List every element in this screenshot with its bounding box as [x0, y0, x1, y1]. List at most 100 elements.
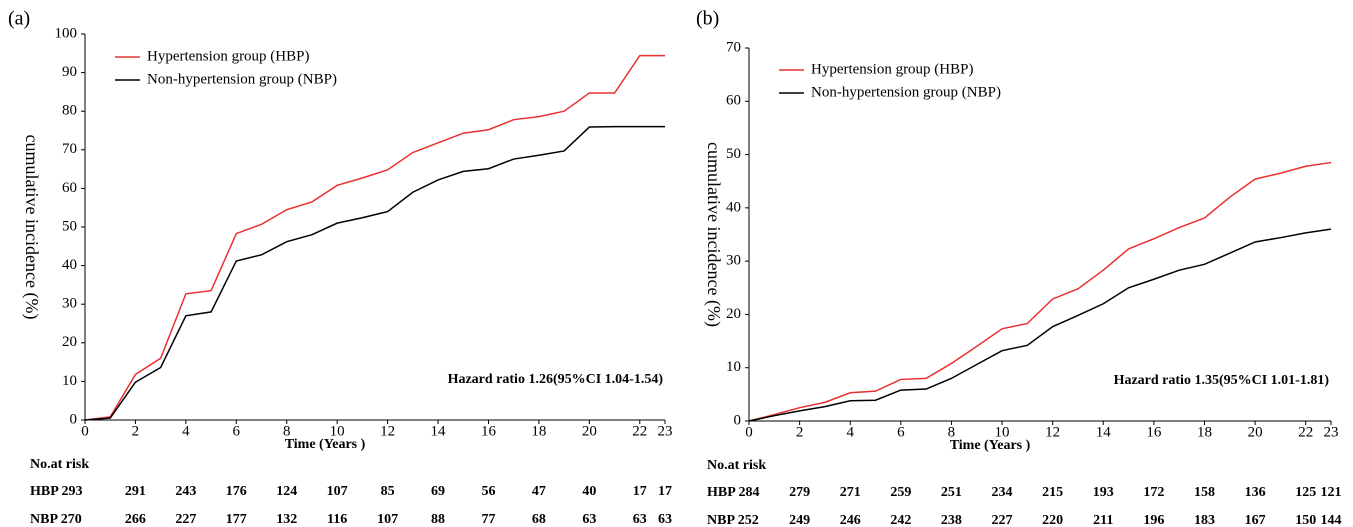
risk-value: 63	[633, 512, 647, 527]
risk-row-label: HBP 293	[30, 484, 83, 499]
risk-value: 107	[377, 512, 398, 527]
x-tick-label: 10	[330, 423, 345, 439]
risk-value: 63	[582, 512, 596, 527]
risk-value: 158	[1194, 485, 1215, 500]
y-tick-label: 60	[726, 93, 741, 109]
legend-label: Non-hypertension group (NBP)	[811, 84, 1001, 100]
risk-value: 266	[125, 512, 146, 527]
x-tick-label: 14	[431, 423, 447, 439]
legend-label: Non-hypertension group (NBP)	[147, 71, 337, 87]
risk-value: 291	[125, 484, 146, 499]
legend-label: Hypertension group (HBP)	[147, 48, 309, 64]
x-tick-label: 18	[531, 423, 546, 439]
risk-value: 271	[840, 485, 861, 500]
risk-value: 259	[890, 485, 911, 500]
panel-label: (b)	[696, 8, 719, 30]
risk-value: 172	[1143, 485, 1164, 500]
risk-value: 56	[481, 484, 495, 499]
risk-value: 227	[992, 513, 1013, 527]
risk-value: 88	[431, 512, 445, 527]
x-tick-label: 23	[1324, 424, 1339, 440]
legend-label: Hypertension group (HBP)	[811, 61, 973, 77]
series-line	[748, 161, 1332, 422]
series-line	[84, 125, 665, 421]
x-tick-label: 6	[233, 423, 241, 439]
x-tick-label: 10	[995, 424, 1010, 440]
x-axis-label: Time (Years )	[285, 437, 366, 452]
annotation: Hazard ratio 1.26(95%CI 1.04-1.54)	[448, 372, 664, 387]
risk-value: 249	[789, 513, 810, 527]
risk-table-title: No.at risk	[707, 458, 766, 473]
risk-value: 68	[532, 512, 546, 527]
risk-value: 167	[1245, 513, 1266, 527]
x-tick-label: 8	[283, 423, 291, 439]
risk-value: 243	[175, 484, 196, 499]
y-tick-label: 0	[70, 411, 78, 427]
series-line	[84, 54, 665, 421]
risk-table-title: No.at risk	[30, 457, 89, 472]
risk-value: 40	[582, 484, 596, 499]
risk-value: 242	[890, 513, 911, 527]
risk-value: 116	[327, 512, 347, 527]
x-tick-label: 12	[1045, 424, 1060, 440]
y-tick-label: 10	[62, 373, 77, 389]
risk-value: 121	[1321, 485, 1342, 500]
risk-value: 124	[276, 484, 297, 499]
risk-value: 125	[1295, 485, 1316, 500]
y-axis-label: cumulative incidence (%)	[21, 135, 42, 320]
risk-value: 63	[658, 512, 672, 527]
risk-value: 251	[941, 485, 962, 500]
y-tick-label: 20	[62, 334, 77, 350]
risk-value: 193	[1093, 485, 1114, 500]
y-axis-label: cumulative incidence (%)	[703, 142, 724, 327]
risk-value: 136	[1245, 485, 1266, 500]
y-tick-label: 50	[726, 146, 741, 162]
x-tick-label: 2	[796, 424, 804, 440]
y-tick-label: 30	[62, 296, 77, 312]
risk-value: 238	[941, 513, 962, 527]
y-tick-label: 80	[62, 103, 77, 119]
x-tick-label: 16	[481, 423, 497, 439]
risk-value: 220	[1042, 513, 1063, 527]
risk-value: 183	[1194, 513, 1215, 527]
risk-value: 17	[633, 484, 647, 499]
x-tick-label: 22	[1298, 424, 1313, 440]
risk-value: 17	[658, 484, 672, 499]
risk-row-label: NBP 270	[30, 512, 82, 527]
risk-value: 47	[532, 484, 546, 499]
risk-value: 227	[175, 512, 196, 527]
risk-value: 69	[431, 484, 445, 499]
x-tick-label: 8	[948, 424, 956, 440]
y-tick-label: 50	[62, 218, 77, 234]
y-tick-label: 70	[726, 39, 741, 55]
y-tick-label: 0	[734, 412, 742, 428]
risk-value: 246	[840, 513, 861, 527]
risk-value: 150	[1295, 513, 1316, 527]
x-tick-label: 12	[380, 423, 395, 439]
x-tick-label: 18	[1197, 424, 1212, 440]
x-tick-label: 20	[1248, 424, 1263, 440]
y-tick-label: 70	[62, 141, 77, 157]
annotation: Hazard ratio 1.35(95%CI 1.01-1.81)	[1114, 373, 1330, 388]
x-tick-label: 0	[81, 423, 89, 439]
risk-value: 234	[992, 485, 1013, 500]
y-tick-label: 20	[726, 306, 741, 322]
x-tick-label: 4	[846, 424, 854, 440]
risk-value: 279	[789, 485, 810, 500]
x-tick-label: 22	[632, 423, 647, 439]
x-tick-label: 0	[745, 424, 753, 440]
y-tick-label: 90	[62, 64, 77, 80]
panel-label: (a)	[8, 8, 30, 30]
x-tick-label: 23	[658, 423, 673, 439]
risk-value: 107	[327, 484, 348, 499]
series-line	[748, 228, 1332, 422]
y-tick-label: 60	[62, 180, 77, 196]
x-tick-label: 20	[582, 423, 597, 439]
y-tick-label: 40	[62, 257, 77, 273]
y-tick-label: 40	[726, 199, 741, 215]
risk-value: 77	[481, 512, 495, 527]
x-tick-label: 6	[897, 424, 905, 440]
risk-value: 177	[226, 512, 247, 527]
x-axis-label: Time (Years )	[950, 438, 1031, 453]
